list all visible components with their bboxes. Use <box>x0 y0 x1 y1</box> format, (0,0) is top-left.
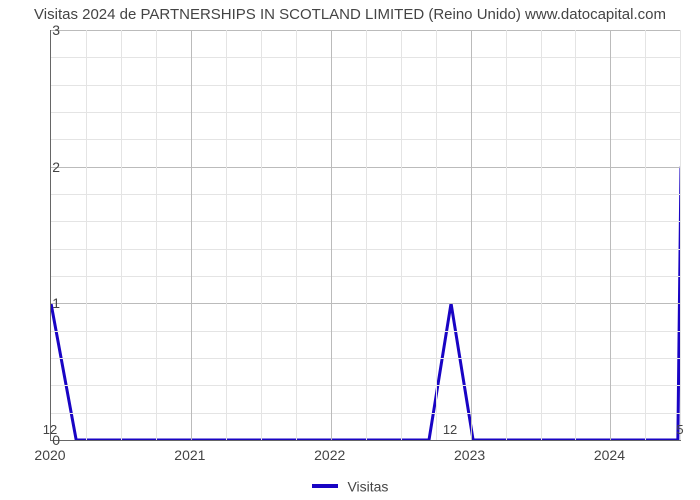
point-value-label: 12 <box>443 422 457 437</box>
x-minor-gridline <box>121 30 122 440</box>
legend-swatch <box>312 484 338 488</box>
x-minor-gridline <box>296 30 297 440</box>
x-major-gridline <box>191 30 192 440</box>
x-minor-gridline <box>680 30 681 440</box>
x-major-gridline <box>610 30 611 440</box>
x-minor-gridline <box>366 30 367 440</box>
x-minor-gridline <box>226 30 227 440</box>
x-major-gridline <box>331 30 332 440</box>
x-minor-gridline <box>541 30 542 440</box>
x-minor-gridline <box>156 30 157 440</box>
point-value-label: 12 <box>43 422 57 437</box>
chart-title: Visitas 2024 de PARTNERSHIPS IN SCOTLAND… <box>0 6 700 23</box>
y-tick-label: 1 <box>20 295 60 311</box>
x-tick-label: 2024 <box>594 447 625 463</box>
x-tick-label: 2023 <box>454 447 485 463</box>
legend-label: Visitas <box>347 478 388 494</box>
x-minor-gridline <box>436 30 437 440</box>
x-tick-label: 2021 <box>174 447 205 463</box>
x-minor-gridline <box>506 30 507 440</box>
y-tick-label: 2 <box>20 159 60 175</box>
x-tick-label: 2022 <box>314 447 345 463</box>
x-minor-gridline <box>401 30 402 440</box>
x-minor-gridline <box>645 30 646 440</box>
x-minor-gridline <box>575 30 576 440</box>
x-tick-label: 2020 <box>34 447 65 463</box>
x-major-gridline <box>471 30 472 440</box>
y-tick-label: 3 <box>20 22 60 38</box>
x-minor-gridline <box>86 30 87 440</box>
legend: Visitas <box>0 477 700 494</box>
point-value-label: 5 <box>676 422 683 437</box>
chart-container: Visitas 2024 de PARTNERSHIPS IN SCOTLAND… <box>0 0 700 500</box>
plot-area <box>50 30 681 441</box>
x-minor-gridline <box>261 30 262 440</box>
